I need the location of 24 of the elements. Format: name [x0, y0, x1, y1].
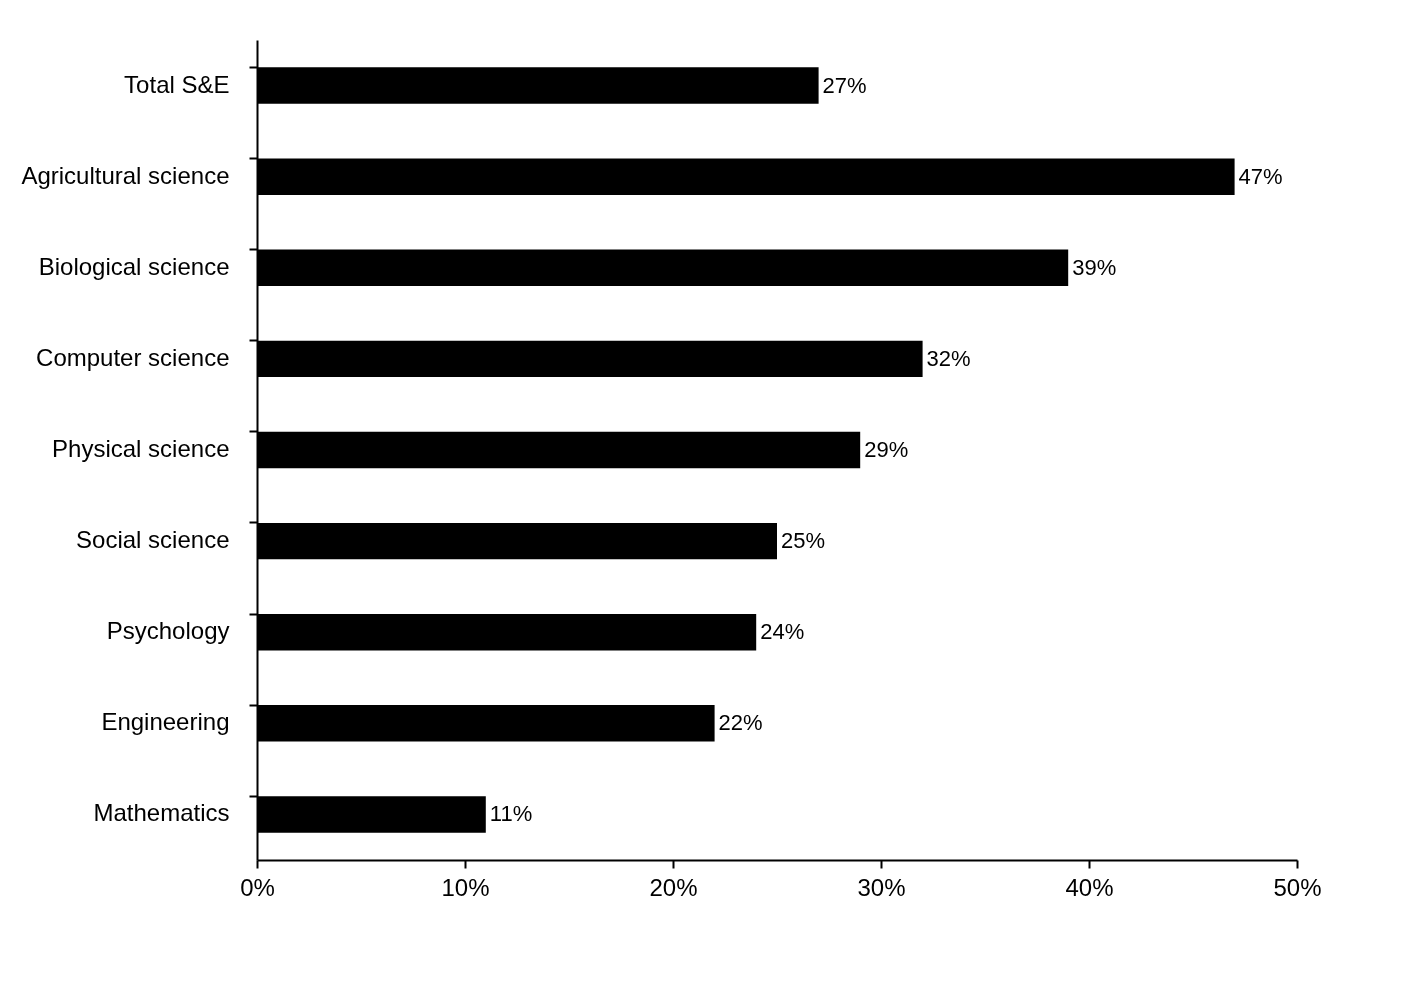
data-label: 29% [864, 437, 909, 462]
data-label: 25% [781, 528, 826, 554]
y-tick-label: Engineering [101, 708, 230, 736]
data-label: 27% [822, 72, 867, 98]
data-label: 32% [926, 345, 971, 371]
data-label: 11% [489, 801, 533, 827]
y-tick-label: Mathematics [93, 799, 230, 827]
y-tick-label: Computer science [36, 343, 230, 371]
x-tick-label: 30% [857, 873, 906, 901]
data-label: 39% [1072, 254, 1117, 280]
data-label: 24% [760, 619, 805, 645]
data-label: 22% [718, 710, 763, 736]
data-label: 47% [1238, 163, 1283, 189]
x-tick-label: 50% [1273, 873, 1322, 901]
y-tick-label: Total S&E [124, 70, 230, 98]
x-tick-label: 20% [649, 873, 698, 901]
x-tick-label: 0% [240, 873, 275, 901]
y-tick-label: Social science [76, 526, 230, 554]
y-tick-label: Psychology [106, 617, 230, 645]
x-tick-label: 10% [441, 873, 490, 901]
y-tick-label: Agricultural science [21, 161, 230, 189]
x-tick-label: 40% [1065, 873, 1114, 901]
y-tick-label: Physical science [52, 435, 230, 462]
y-tick-label: Biological science [38, 252, 230, 280]
